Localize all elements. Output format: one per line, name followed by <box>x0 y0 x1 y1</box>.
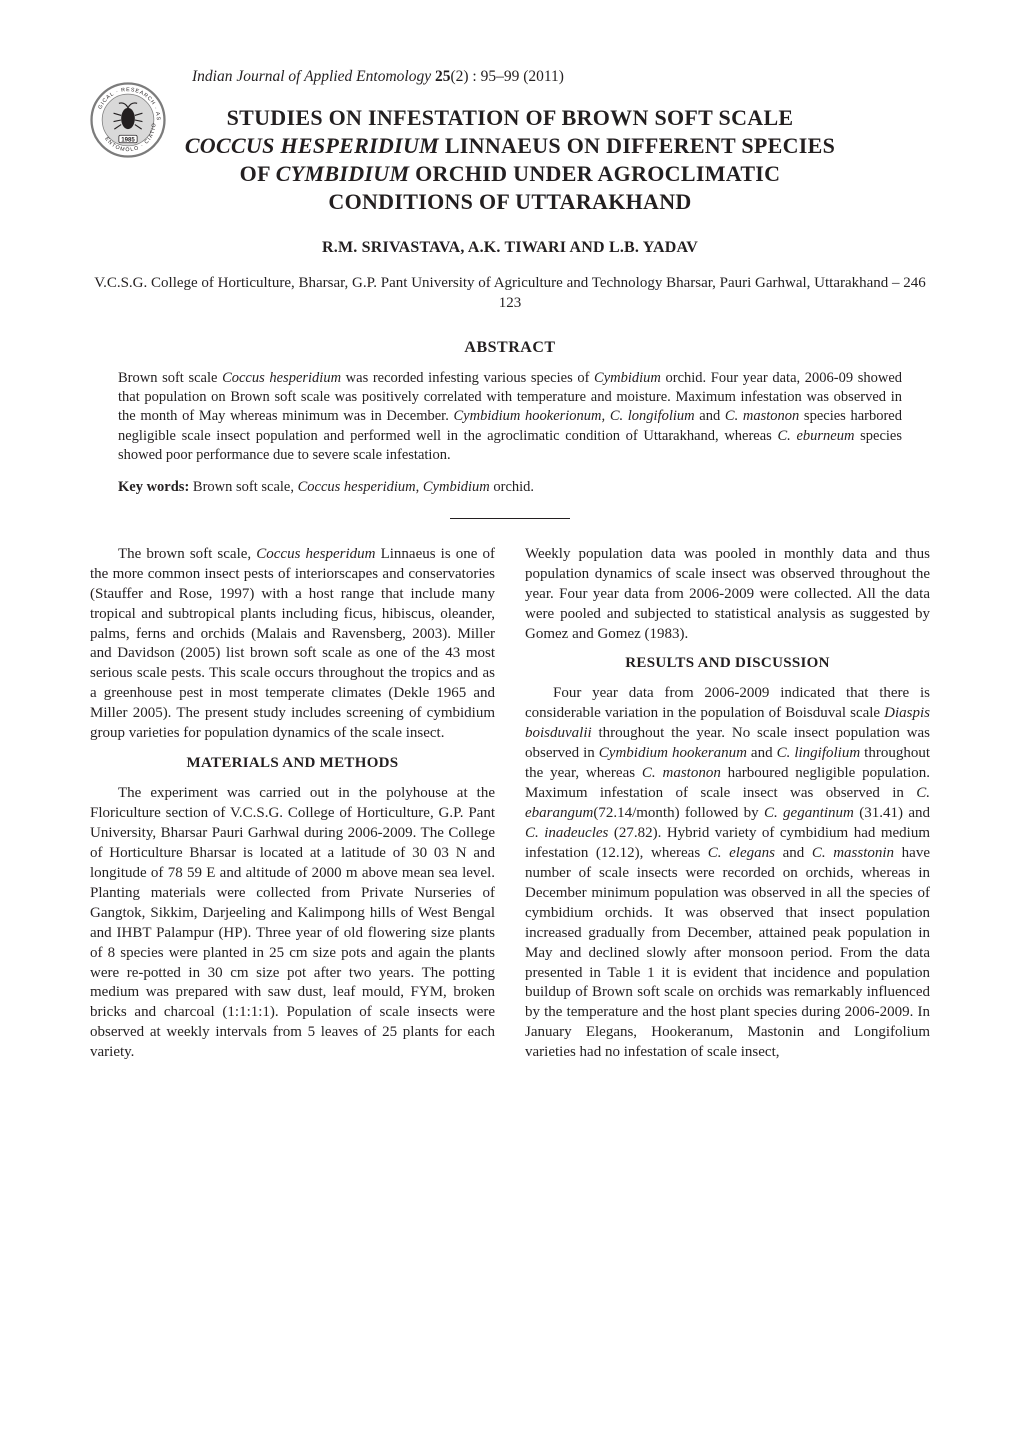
journal-logo: GICAL · RESEARCH · ASSO ENTOMOLO · CIATI… <box>90 82 166 158</box>
materials-methods-paragraph: The experiment was carried out in the po… <box>90 784 495 1063</box>
keywords-label: Key words: <box>118 479 189 495</box>
title-line-3-a: OF <box>240 161 276 186</box>
article-title: STUDIES ON INFESTATION OF BROWN SOFT SCA… <box>120 104 900 217</box>
title-line-3-italic: CYMBIDIUM <box>276 161 410 186</box>
results-discussion-heading: RESULTS AND DISCUSSION <box>525 654 930 674</box>
title-line-4: CONDITIONS OF UTTARAKHAND <box>328 189 691 214</box>
journal-issue-pages: (2) : 95–99 (2011) <box>450 68 564 85</box>
authors: R.M. SRIVASTAVA, A.K. TIWARI AND L.B. YA… <box>90 239 930 257</box>
title-line-1: STUDIES ON INFESTATION OF BROWN SOFT SCA… <box>227 105 794 130</box>
materials-methods-heading: MATERIALS AND METHODS <box>90 754 495 774</box>
logo-year: 1985 <box>121 136 135 143</box>
left-column: The brown soft scale, Coccus hesperidum … <box>90 545 495 1073</box>
section-divider <box>450 518 570 519</box>
methods-continuation-paragraph: Weekly population data was pooled in mon… <box>525 545 930 645</box>
abstract-text: Brown soft scale Coccus hesperidium was … <box>118 369 902 465</box>
right-column: Weekly population data was pooled in mon… <box>525 545 930 1073</box>
title-line-3-rest: ORCHID UNDER AGROCLIMATIC <box>409 161 780 186</box>
keywords: Key words: Brown soft scale, Coccus hesp… <box>118 479 902 496</box>
body-columns: The brown soft scale, Coccus hesperidum … <box>90 545 930 1073</box>
title-line-2-italic: COCCUS HESPERIDIUM <box>185 133 439 158</box>
affiliation: V.C.S.G. College of Horticulture, Bharsa… <box>90 273 930 314</box>
title-line-2-rest: LINNAEUS ON DIFFERENT SPECIES <box>439 133 835 158</box>
results-paragraph: Four year data from 2006-2009 indicated … <box>525 684 930 1063</box>
journal-reference: Indian Journal of Applied Entomology 25(… <box>192 68 930 86</box>
journal-logo-svg: GICAL · RESEARCH · ASSO ENTOMOLO · CIATI… <box>90 82 166 158</box>
journal-volume: 25 <box>435 68 451 85</box>
intro-paragraph: The brown soft scale, Coccus hesperidum … <box>90 545 495 744</box>
abstract-heading: ABSTRACT <box>90 339 930 357</box>
journal-name: Indian Journal of Applied Entomology <box>192 68 431 85</box>
